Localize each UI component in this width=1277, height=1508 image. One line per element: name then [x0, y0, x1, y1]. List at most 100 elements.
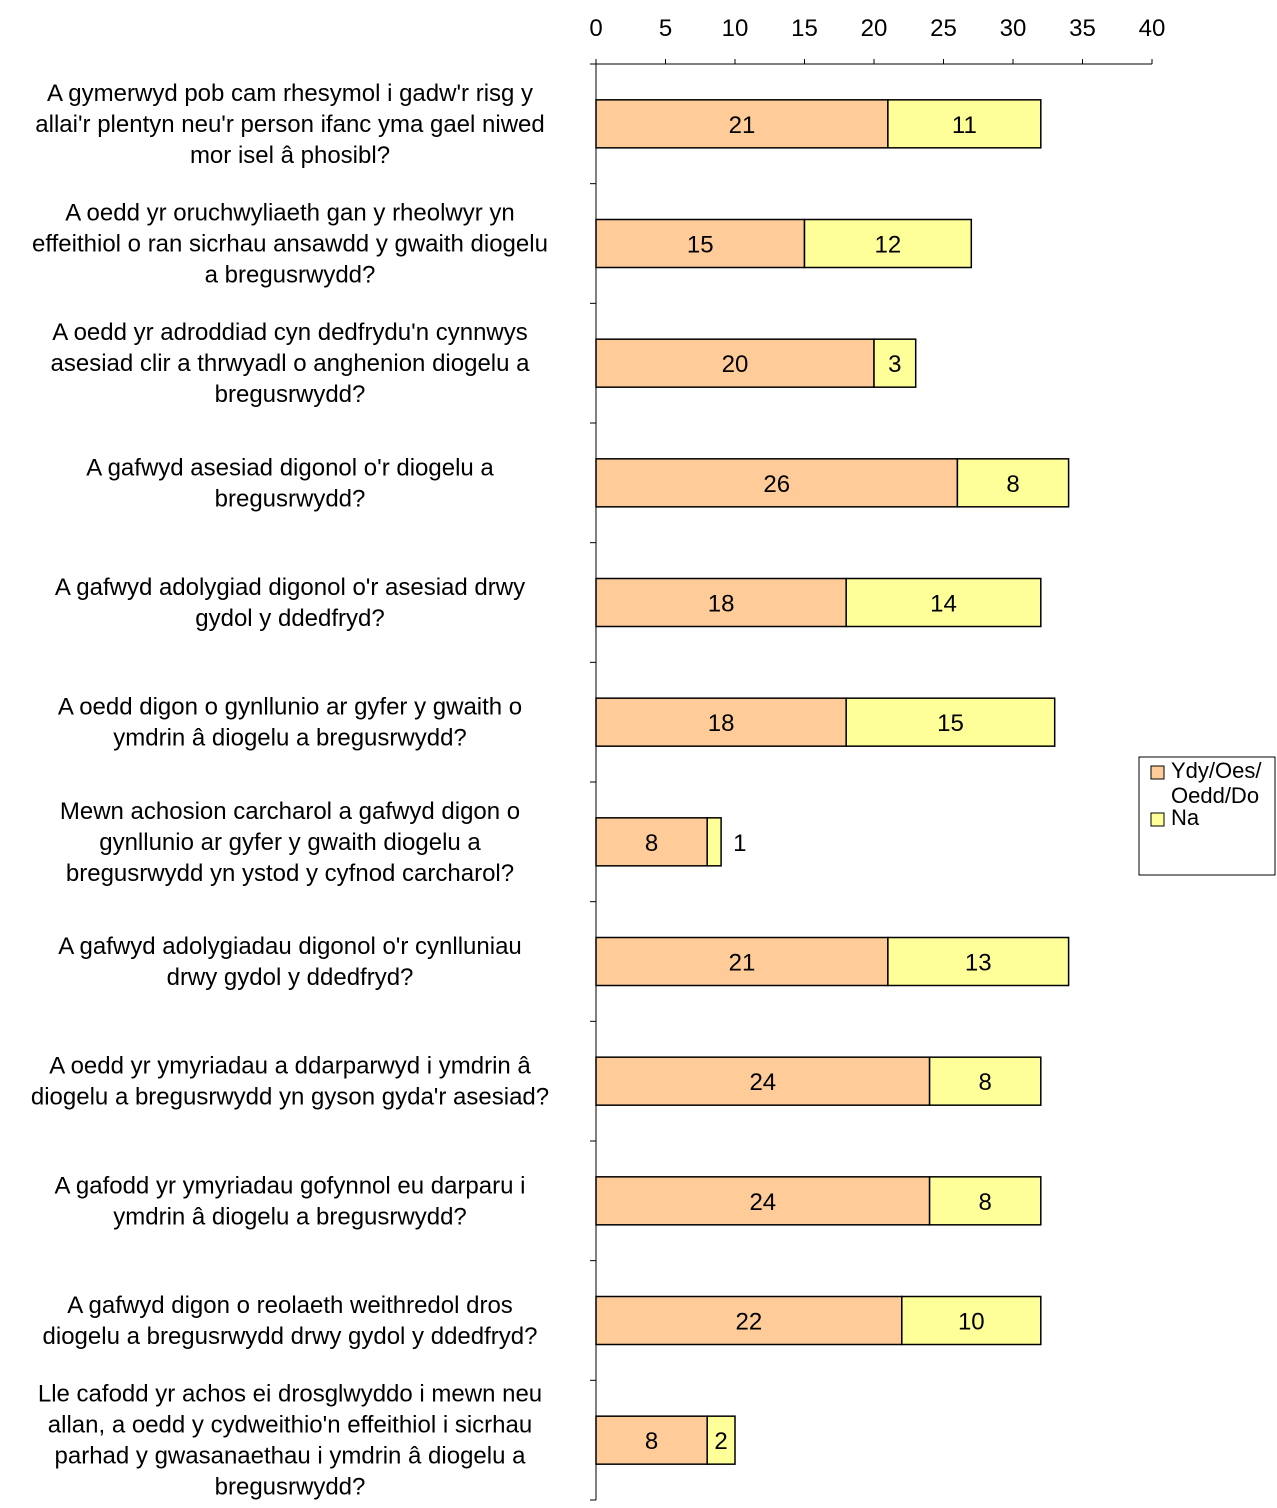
legend-label: Oedd/Do: [1171, 783, 1259, 808]
x-tick-label: 30: [1000, 15, 1027, 42]
legend-label: Ydy/Oes/: [1171, 758, 1262, 783]
bar-yes: [595, 1176, 931, 1226]
data-label: 8: [979, 1189, 992, 1216]
category-label-line: effeithiol o ran sicrhau ansawdd y gwait…: [32, 231, 548, 258]
data-label: 24: [749, 1189, 776, 1216]
category-label-line: allai'r plentyn neu'r person ifanc yma g…: [35, 111, 544, 138]
data-label: 8: [645, 830, 658, 857]
category-label-line: Mewn achosion carcharol a gafwyd digon o: [60, 798, 520, 825]
data-label: 8: [645, 1428, 658, 1455]
data-label: 1: [733, 830, 746, 857]
category-label-line: diogelu a bregusrwydd yn gyson gyda'r as…: [31, 1084, 549, 1111]
category-label-line: diogelu a bregusrwydd drwy gydol y ddedf…: [43, 1323, 538, 1350]
data-label: 3: [888, 351, 901, 378]
data-label: 18: [708, 710, 735, 737]
x-tick-label: 5: [659, 15, 672, 42]
category-label-line: A gafwyd digon o reolaeth weithredol dro…: [67, 1292, 513, 1319]
category-label-line: drwy gydol y ddedfryd?: [167, 964, 414, 991]
bar-yes: [595, 1415, 708, 1465]
category-label-line: bregusrwydd?: [215, 381, 366, 408]
category-label-line: ymdrin â diogelu a bregusrwydd?: [113, 725, 467, 752]
category-label: A oedd yr adroddiad cyn dedfrydu'n cynnw…: [51, 319, 531, 408]
data-label: 22: [736, 1309, 763, 1336]
category-label: A gafwyd adolygiadau digonol o'r cynllun…: [58, 933, 522, 991]
category-label-line: A oedd yr adroddiad cyn dedfrydu'n cynnw…: [52, 319, 528, 346]
bar-no: [706, 817, 722, 867]
data-label: 11: [952, 112, 977, 139]
bar-yes: [595, 936, 889, 987]
legend-swatch: [1150, 765, 1165, 780]
bar-yes: [595, 577, 847, 628]
bar-yes: [595, 99, 889, 149]
category-label-line: gydol y ddedfryd?: [195, 605, 384, 632]
category-label-line: asesiad clir a thrwyadl o anghenion diog…: [51, 350, 531, 377]
category-label-line: A gafwyd adolygiad digonol o'r asesiad d…: [55, 574, 525, 601]
data-label: 15: [937, 710, 964, 737]
bar-no: [803, 218, 973, 269]
category-label: Mewn achosion carcharol a gafwyd digon o…: [60, 798, 520, 887]
category-label-line: bregusrwydd yn ystod y cyfnod carcharol?: [66, 860, 514, 887]
data-label: 14: [930, 591, 957, 618]
bar-no: [887, 936, 1070, 987]
bar-yes: [595, 218, 806, 269]
data-label: 21: [729, 950, 756, 977]
data-label: 24: [749, 1069, 776, 1096]
data-label: 8: [1006, 471, 1019, 498]
category-label-line: A gafwyd adolygiadau digonol o'r cynllun…: [58, 933, 522, 960]
category-label-line: A oedd yr ymyriadau a ddarparwyd i ymdri…: [49, 1053, 531, 1080]
bar-yes: [595, 338, 875, 388]
data-label: 12: [875, 232, 902, 259]
x-tick-label: 0: [589, 15, 602, 42]
bars: 21 11 15 12 20 3 26 8 18 14 18 15 8 1 21 13 24 8 24 8 22 10 8 2: [595, 99, 1070, 1465]
category-label-line: parhad y gwasanaethau i ymdrin â diogelu…: [55, 1443, 527, 1470]
bar-no: [845, 577, 1042, 628]
bar-no: [887, 99, 1042, 149]
category-label: A oedd digon o gynllunio ar gyfer y gwai…: [58, 694, 522, 752]
x-tick-label: 10: [722, 15, 749, 42]
category-label-line: Lle cafodd yr achos ei drosglwyddo i mew…: [38, 1381, 542, 1408]
bar-no: [928, 1056, 1042, 1106]
x-tick-label: 35: [1069, 15, 1096, 42]
data-label: 10: [958, 1309, 985, 1336]
bar-yes: [595, 817, 708, 867]
category-label-line: A oedd yr oruchwyliaeth gan y rheolwyr y…: [65, 200, 515, 227]
category-label: A gafodd yr ymyriadau gofynnol eu darpar…: [55, 1172, 526, 1230]
category-label-line: A gafodd yr ymyriadau gofynnol eu darpar…: [55, 1172, 526, 1199]
data-label: 8: [979, 1069, 992, 1096]
legend-label: Na: [1171, 805, 1200, 830]
category-label-line: A oedd digon o gynllunio ar gyfer y gwai…: [58, 694, 522, 721]
category-label: A oedd yr oruchwyliaeth gan y rheolwyr y…: [32, 200, 548, 289]
bar-yes: [595, 697, 847, 747]
category-label-line: bregusrwydd?: [215, 1474, 366, 1501]
bar-yes: [595, 458, 959, 508]
category-label-line: A gymerwyd pob cam rhesymol i gadw'r ris…: [47, 80, 533, 107]
category-label-line: mor isel â phosibl?: [190, 142, 390, 169]
bar-no: [956, 458, 1070, 508]
category-label-line: ymdrin â diogelu a bregusrwydd?: [113, 1203, 467, 1230]
x-tick-label: 20: [861, 15, 888, 42]
data-label: 20: [722, 351, 749, 378]
x-tick-label: 25: [930, 15, 957, 42]
bar-no: [928, 1176, 1042, 1226]
data-label: 18: [708, 591, 735, 618]
legend-swatch: [1150, 812, 1165, 827]
category-label-line: a bregusrwydd?: [205, 262, 376, 289]
bar-yes: [595, 1295, 903, 1346]
data-label: 21: [729, 112, 756, 139]
category-label-line: gynllunio ar gyfer y gwaith diogelu a: [99, 829, 481, 856]
category-label: A gafwyd digon o reolaeth weithredol dro…: [43, 1292, 538, 1350]
category-label: A gafwyd adolygiad digonol o'r asesiad d…: [55, 574, 525, 632]
category-label: A oedd yr ymyriadau a ddarparwyd i ymdri…: [31, 1053, 549, 1111]
category-label-line: A gafwyd asesiad digonol o'r diogelu a: [86, 454, 494, 481]
bar-yes: [595, 1056, 931, 1106]
category-label-line: bregusrwydd?: [215, 485, 366, 512]
x-axis: 0 5 10 15 20 25 30 35 40: [589, 15, 1166, 1501]
bar-no: [706, 1415, 736, 1465]
data-label: 26: [763, 471, 790, 498]
category-labels: A gymerwyd pob cam rhesymol i gadw'r ris…: [31, 80, 549, 1501]
x-tick-label: 40: [1139, 15, 1166, 42]
data-label: 15: [687, 232, 714, 259]
data-label: 2: [714, 1428, 727, 1455]
